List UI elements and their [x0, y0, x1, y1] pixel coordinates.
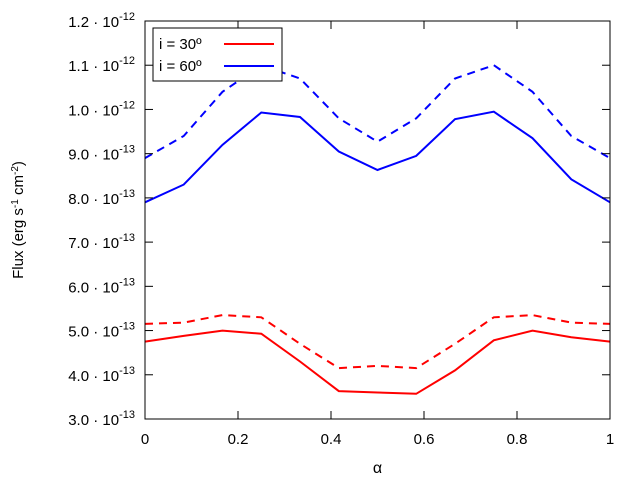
y-tick-label: 1.2 · 10-12 — [68, 11, 135, 31]
series-line-dashed — [144, 314, 611, 370]
x-tick-label: 0.6 — [414, 431, 435, 448]
y-tick-label: 9.0 · 10-13 — [68, 144, 135, 164]
x-tick-label: 0 — [141, 431, 149, 448]
y-tick-label: 1.1 · 10-12 — [68, 55, 135, 75]
x-tick-label: 0.2 — [228, 431, 249, 448]
tick-layer — [144, 20, 611, 420]
x-tick-label: 0.4 — [321, 431, 342, 448]
y-tick-label: 8.0 · 10-13 — [68, 188, 135, 208]
x-axis-label: α — [373, 460, 382, 477]
series-layer — [144, 64, 611, 395]
y-axis-label-exp1: -1 — [10, 199, 21, 208]
y-axis-label: Flux (erg s-1 cm-2) — [10, 161, 28, 279]
series-line-solid — [144, 110, 611, 204]
label-layer: 3.0 · 10-13 4.0 · 10-13 5.0 · 10-13 6.0 · 1… — [68, 11, 614, 448]
series-line-solid — [144, 329, 611, 395]
y-tick-label: 4.0 · 10-13 — [68, 365, 135, 385]
legend-label: i = 30º — [159, 36, 202, 53]
y-tick-label: 7.0 · 10-13 — [68, 232, 135, 252]
y-tick-label: 3.0 · 10-13 — [68, 409, 135, 429]
x-tick-label: 1 — [606, 431, 614, 448]
y-axis-label-mid: cm — [10, 175, 27, 199]
plot-frame — [144, 20, 611, 420]
y-axis-label-end: ) — [10, 161, 27, 166]
y-axis-label-main: Flux (erg s — [10, 208, 27, 279]
legend-label: i = 60º — [159, 58, 202, 75]
legend: i = 30º i = 60º — [152, 27, 283, 82]
series-line-dashed — [144, 64, 611, 159]
y-axis-label-exp2: -2 — [10, 166, 21, 175]
x-tick-label: 0.8 — [507, 431, 528, 448]
y-tick-label: 5.0 · 10-13 — [68, 321, 135, 341]
y-tick-label: 1.0 · 10-12 — [68, 99, 135, 119]
y-tick-label: 6.0 · 10-13 — [68, 276, 135, 296]
legend-box — [152, 27, 283, 82]
